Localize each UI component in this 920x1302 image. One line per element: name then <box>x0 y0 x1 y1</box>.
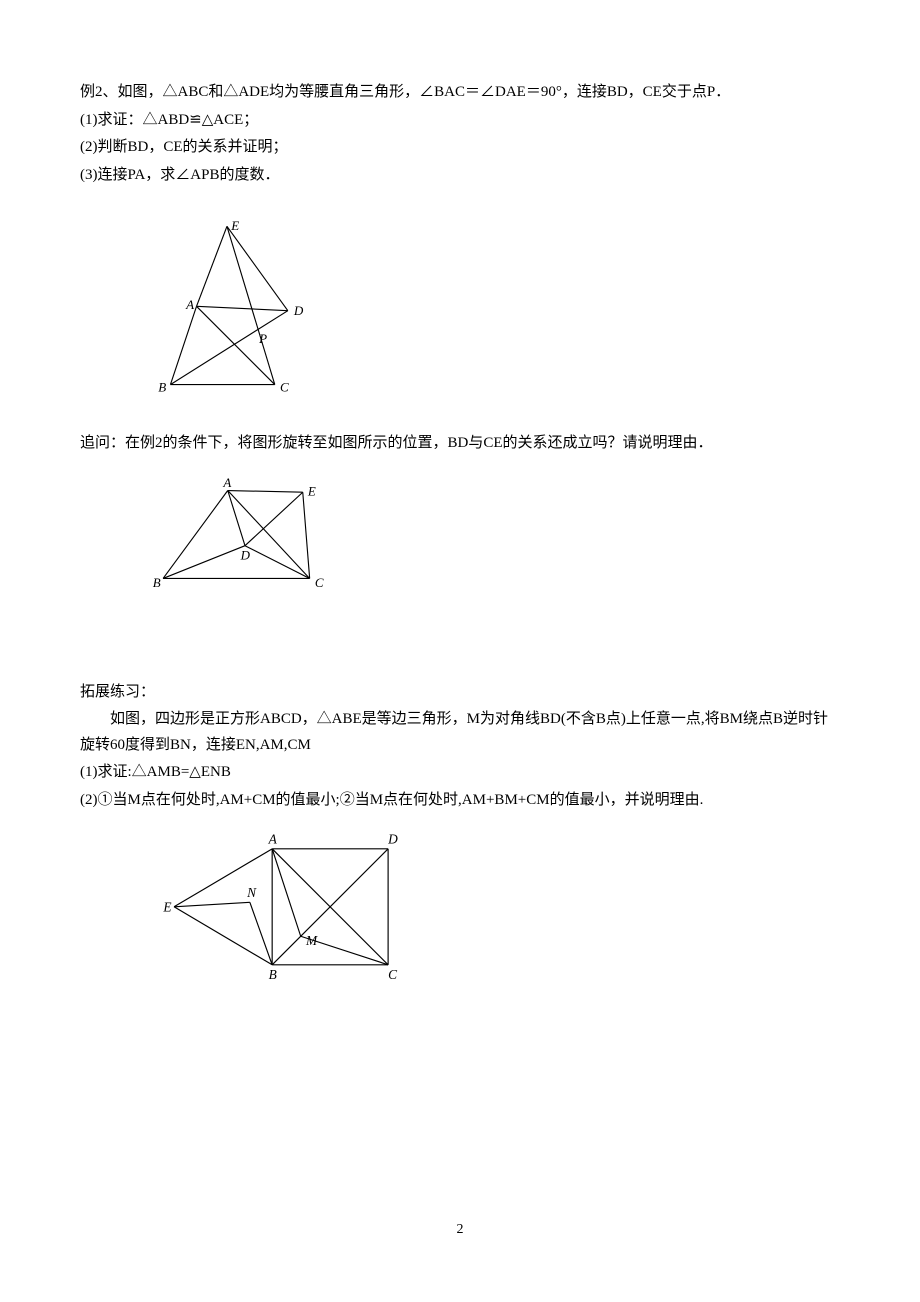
svg-text:A: A <box>268 831 278 846</box>
extension: 拓展练习： 如图，四边形是正方形ABCD，△ABE是等边三角形，M为对角线BD(… <box>80 680 840 814</box>
svg-text:E: E <box>307 483 316 498</box>
figure-3-svg: A B C D E M N <box>160 831 420 996</box>
example-2-q1: (1)求证：△ABD≌△ACE； <box>80 108 840 134</box>
example-2-q2: (2)判断BD，CE的关系并证明； <box>80 135 840 161</box>
svg-text:P: P <box>258 331 267 346</box>
page-number: 2 <box>0 1218 920 1242</box>
figure-3: A B C D E M N <box>160 831 840 996</box>
spacer <box>80 620 840 680</box>
followup: 追问：在例2的条件下，将图形旋转至如图所示的位置，BD与CE的关系还成立吗？请说… <box>80 431 840 457</box>
svg-text:D: D <box>240 547 251 562</box>
extension-q2: (2)①当M点在何处时,AM+CM的值最小;②当M点在何处时,AM+BM+CM的… <box>80 788 840 814</box>
followup-text: 追问：在例2的条件下，将图形旋转至如图所示的位置，BD与CE的关系还成立吗？请说… <box>80 431 840 457</box>
example-2-header: 例2、如图，△ABC和△ADE均为等腰直角三角形，∠BAC＝∠DAE＝90°，连… <box>80 80 840 106</box>
svg-text:D: D <box>387 831 398 846</box>
svg-text:M: M <box>305 933 318 948</box>
figure-2-svg: A B C D E <box>140 475 350 600</box>
example-2-q3: (3)连接PA，求∠APB的度数． <box>80 163 840 189</box>
svg-text:B: B <box>269 967 277 982</box>
svg-text:D: D <box>293 303 304 318</box>
svg-text:B: B <box>158 380 166 395</box>
figure-1-svg: A B C D E P <box>140 206 340 411</box>
example-2: 例2、如图，△ABC和△ADE均为等腰直角三角形，∠BAC＝∠DAE＝90°，连… <box>80 80 840 188</box>
svg-text:N: N <box>246 885 257 900</box>
svg-text:A: A <box>185 297 194 312</box>
svg-text:A: A <box>222 475 231 490</box>
svg-text:C: C <box>388 967 398 982</box>
extension-q1: (1)求证:△AMB=△ENB <box>80 760 840 786</box>
svg-text:E: E <box>230 218 239 233</box>
svg-text:C: C <box>280 380 289 395</box>
svg-text:B: B <box>153 575 161 590</box>
figure-2: A B C D E <box>140 475 840 600</box>
extension-title: 拓展练习： <box>80 680 840 706</box>
figure-1: A B C D E P <box>140 206 840 411</box>
extension-intro: 如图，四边形是正方形ABCD，△ABE是等边三角形，M为对角线BD(不含B点)上… <box>80 707 840 758</box>
svg-text:E: E <box>162 899 171 914</box>
svg-text:C: C <box>315 575 324 590</box>
